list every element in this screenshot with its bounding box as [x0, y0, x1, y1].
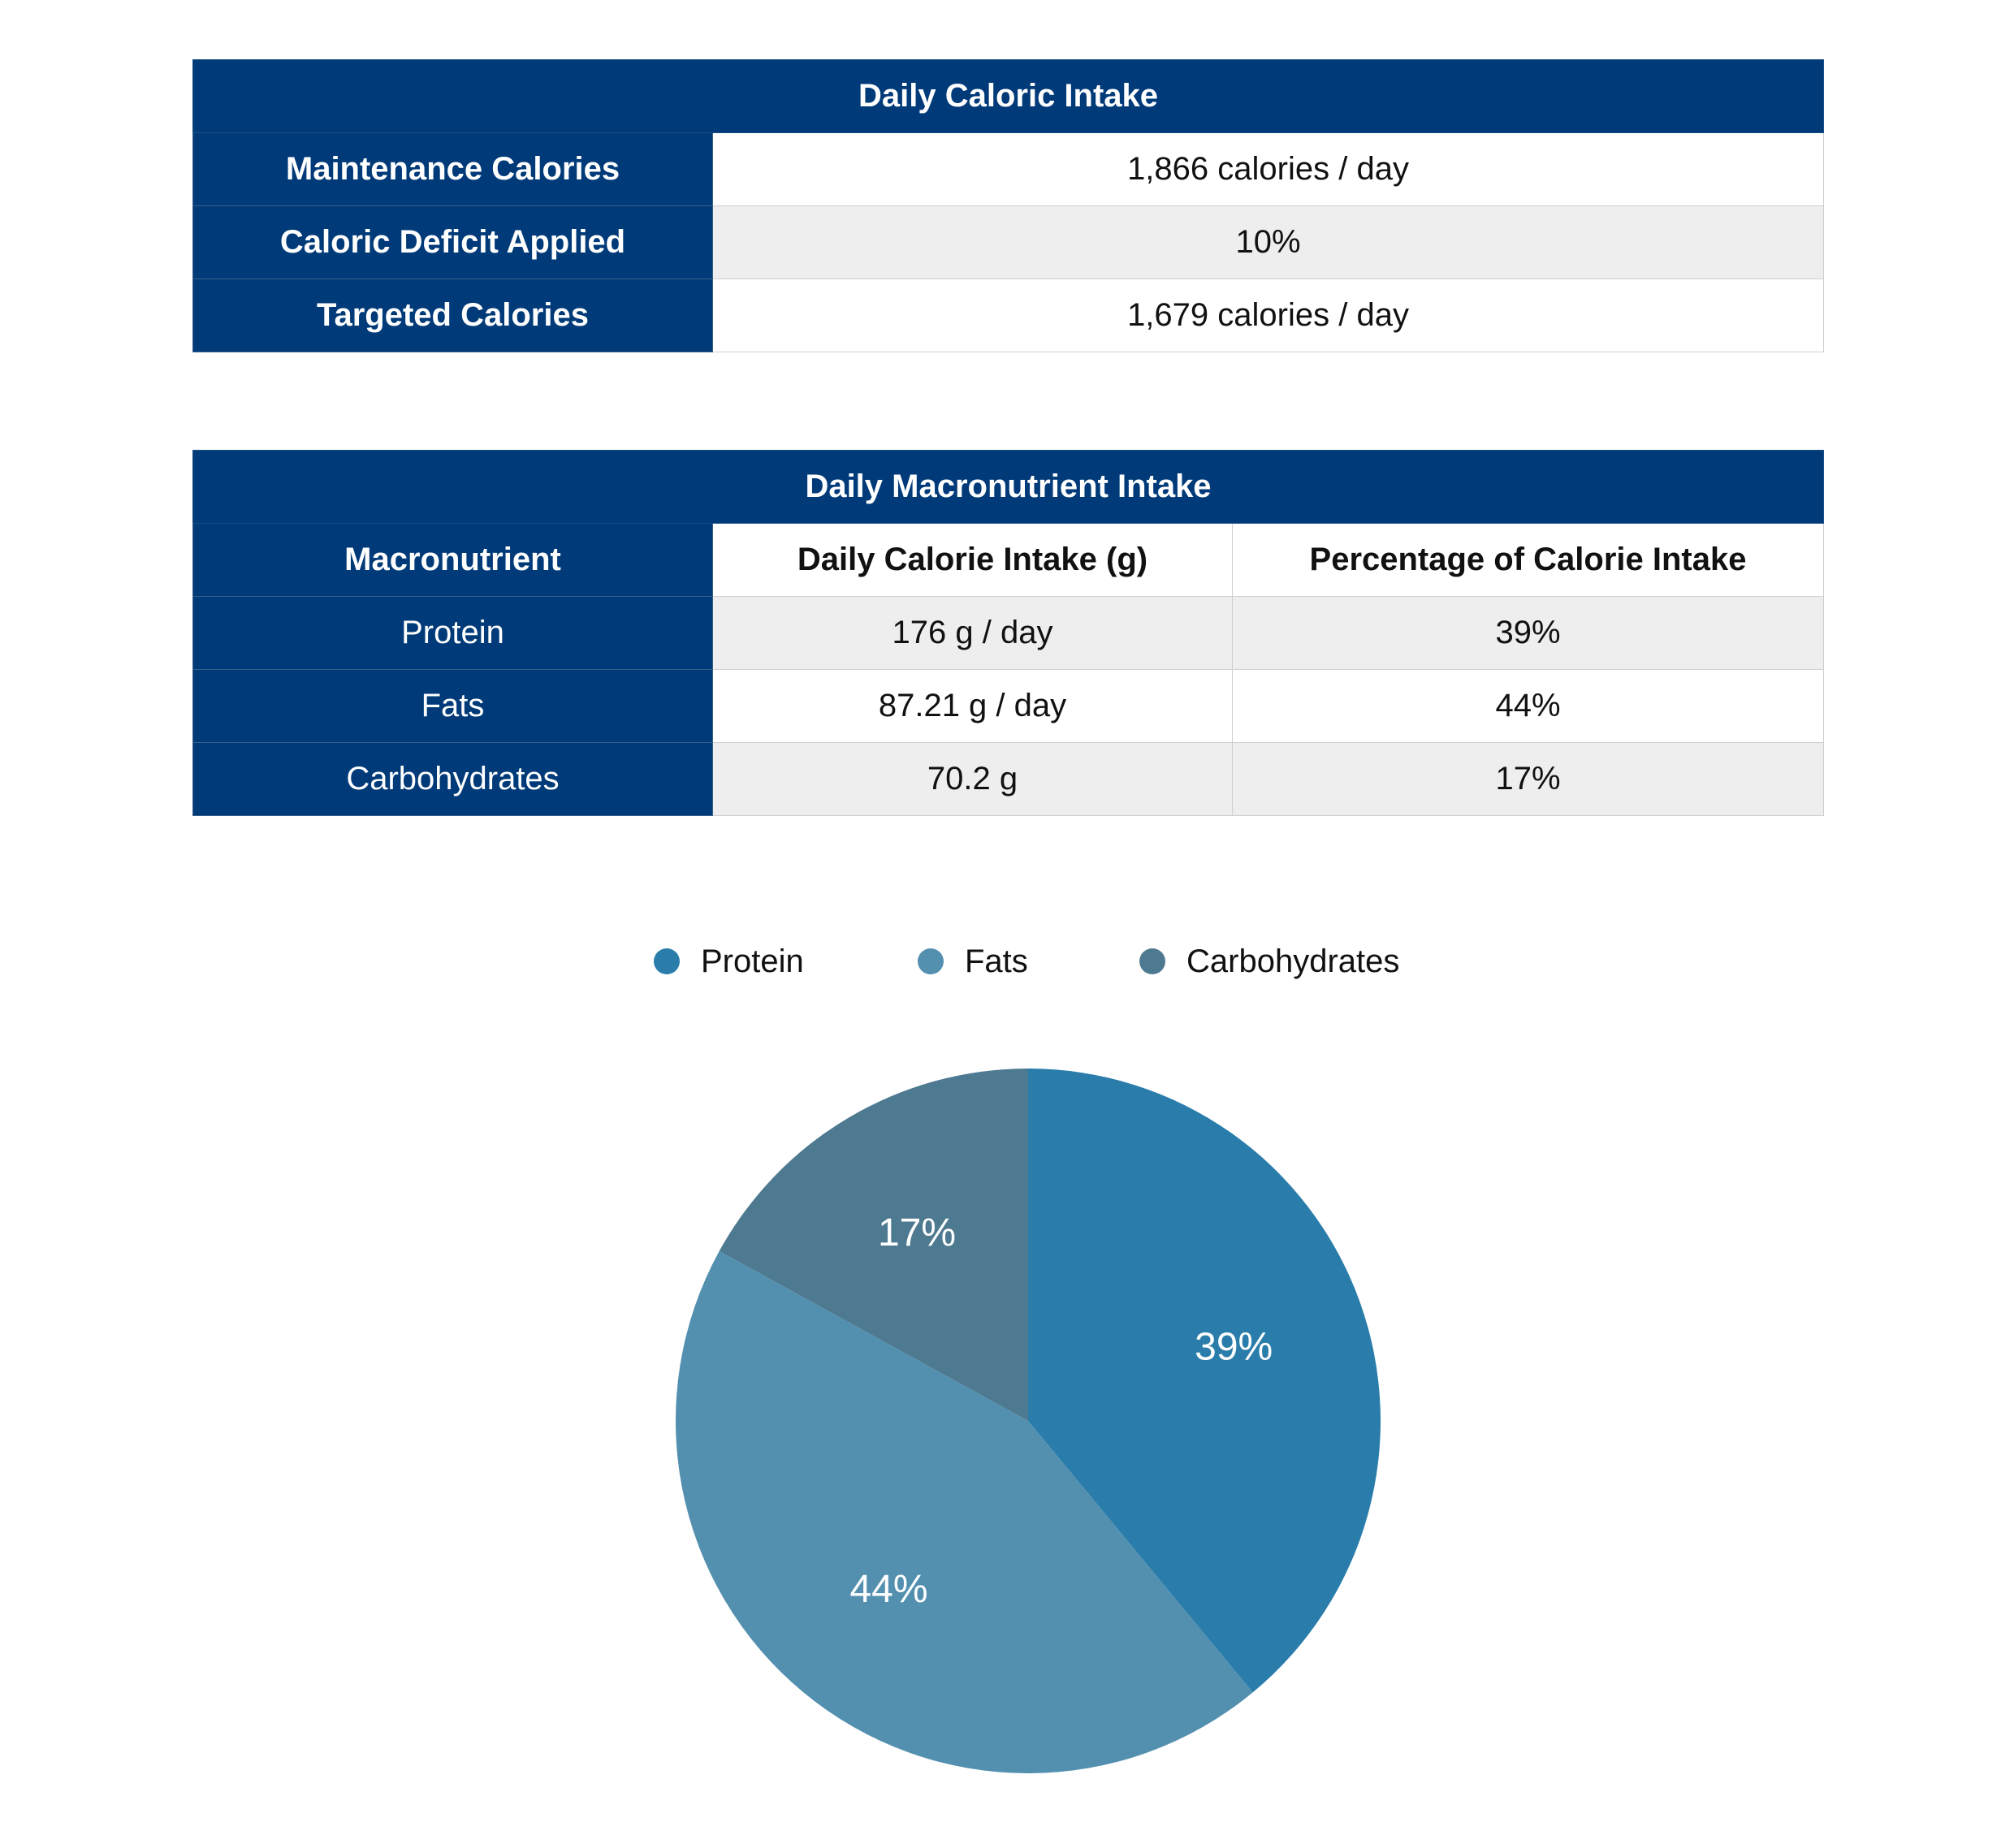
table-row: Carbohydrates 70.2 g 17%: [192, 742, 1825, 816]
column-header-percentage: Percentage of Calorie Intake: [1231, 523, 1825, 597]
macro-percent: 44%: [1231, 669, 1825, 743]
macro-table-title: Daily Macronutrient Intake: [192, 450, 1825, 524]
row-label: Caloric Deficit Applied: [192, 205, 713, 279]
pie-slice-fats[interactable]: [676, 1250, 1253, 1773]
macronutrient-pie-chart: 39% 44% 17%: [676, 1069, 1381, 1773]
pie-label-carbohydrates: 17%: [878, 1211, 956, 1254]
chart-legend: Protein Fats Carbohydrates: [0, 942, 2014, 981]
pie-slice-protein[interactable]: [1028, 1069, 1381, 1693]
macronutrient-intake-table: Daily Macronutrient Intake Macronutrient…: [192, 450, 1825, 816]
column-header-macronutrient: Macronutrient: [192, 523, 713, 597]
macro-table-header-row: Macronutrient Daily Calorie Intake (g) P…: [192, 523, 1825, 597]
row-value: 10%: [711, 205, 1825, 279]
legend-item-carbohydrates[interactable]: Carbohydrates: [1139, 942, 1399, 981]
legend-dot-fats: [918, 948, 944, 974]
row-value: 1,866 calories / day: [711, 132, 1825, 206]
legend-label: Fats: [965, 943, 1028, 979]
table-row: Fats 87.21 g / day 44%: [192, 669, 1825, 743]
legend-label: Protein: [701, 943, 804, 979]
table-row: Maintenance Calories 1,866 calories / da…: [192, 132, 1825, 206]
pie-label-protein: 39%: [1195, 1325, 1273, 1368]
macro-grams: 87.21 g / day: [712, 669, 1233, 743]
legend-item-protein[interactable]: Protein: [654, 942, 804, 981]
table-row: Protein 176 g / day 39%: [192, 596, 1825, 670]
macro-grams: 70.2 g: [712, 742, 1233, 816]
macro-name: Fats: [192, 669, 713, 743]
caloric-table-title: Daily Caloric Intake: [192, 59, 1825, 133]
macro-grams: 176 g / day: [712, 596, 1233, 670]
caloric-intake-table: Daily Caloric Intake Maintenance Calorie…: [192, 59, 1825, 352]
column-header-grams: Daily Calorie Intake (g): [712, 523, 1233, 597]
legend-item-fats[interactable]: Fats: [918, 942, 1028, 981]
legend-dot-carbohydrates: [1139, 948, 1165, 974]
table-row: Caloric Deficit Applied 10%: [192, 205, 1825, 279]
macro-table-title-row: Daily Macronutrient Intake: [192, 450, 1825, 524]
macro-percent: 39%: [1231, 596, 1825, 670]
legend-label: Carbohydrates: [1186, 943, 1400, 979]
row-label: Targeted Calories: [192, 278, 713, 352]
caloric-table-title-row: Daily Caloric Intake: [192, 59, 1825, 133]
macro-name: Carbohydrates: [192, 742, 713, 816]
legend-dot-protein: [654, 948, 680, 974]
row-label: Maintenance Calories: [192, 132, 713, 206]
pie-slice-carbohydrates[interactable]: [719, 1069, 1028, 1421]
macro-percent: 17%: [1231, 742, 1825, 816]
pie-label-fats: 44%: [849, 1568, 927, 1611]
table-row: Targeted Calories 1,679 calories / day: [192, 278, 1825, 352]
row-value: 1,679 calories / day: [711, 278, 1825, 352]
macro-name: Protein: [192, 596, 713, 670]
